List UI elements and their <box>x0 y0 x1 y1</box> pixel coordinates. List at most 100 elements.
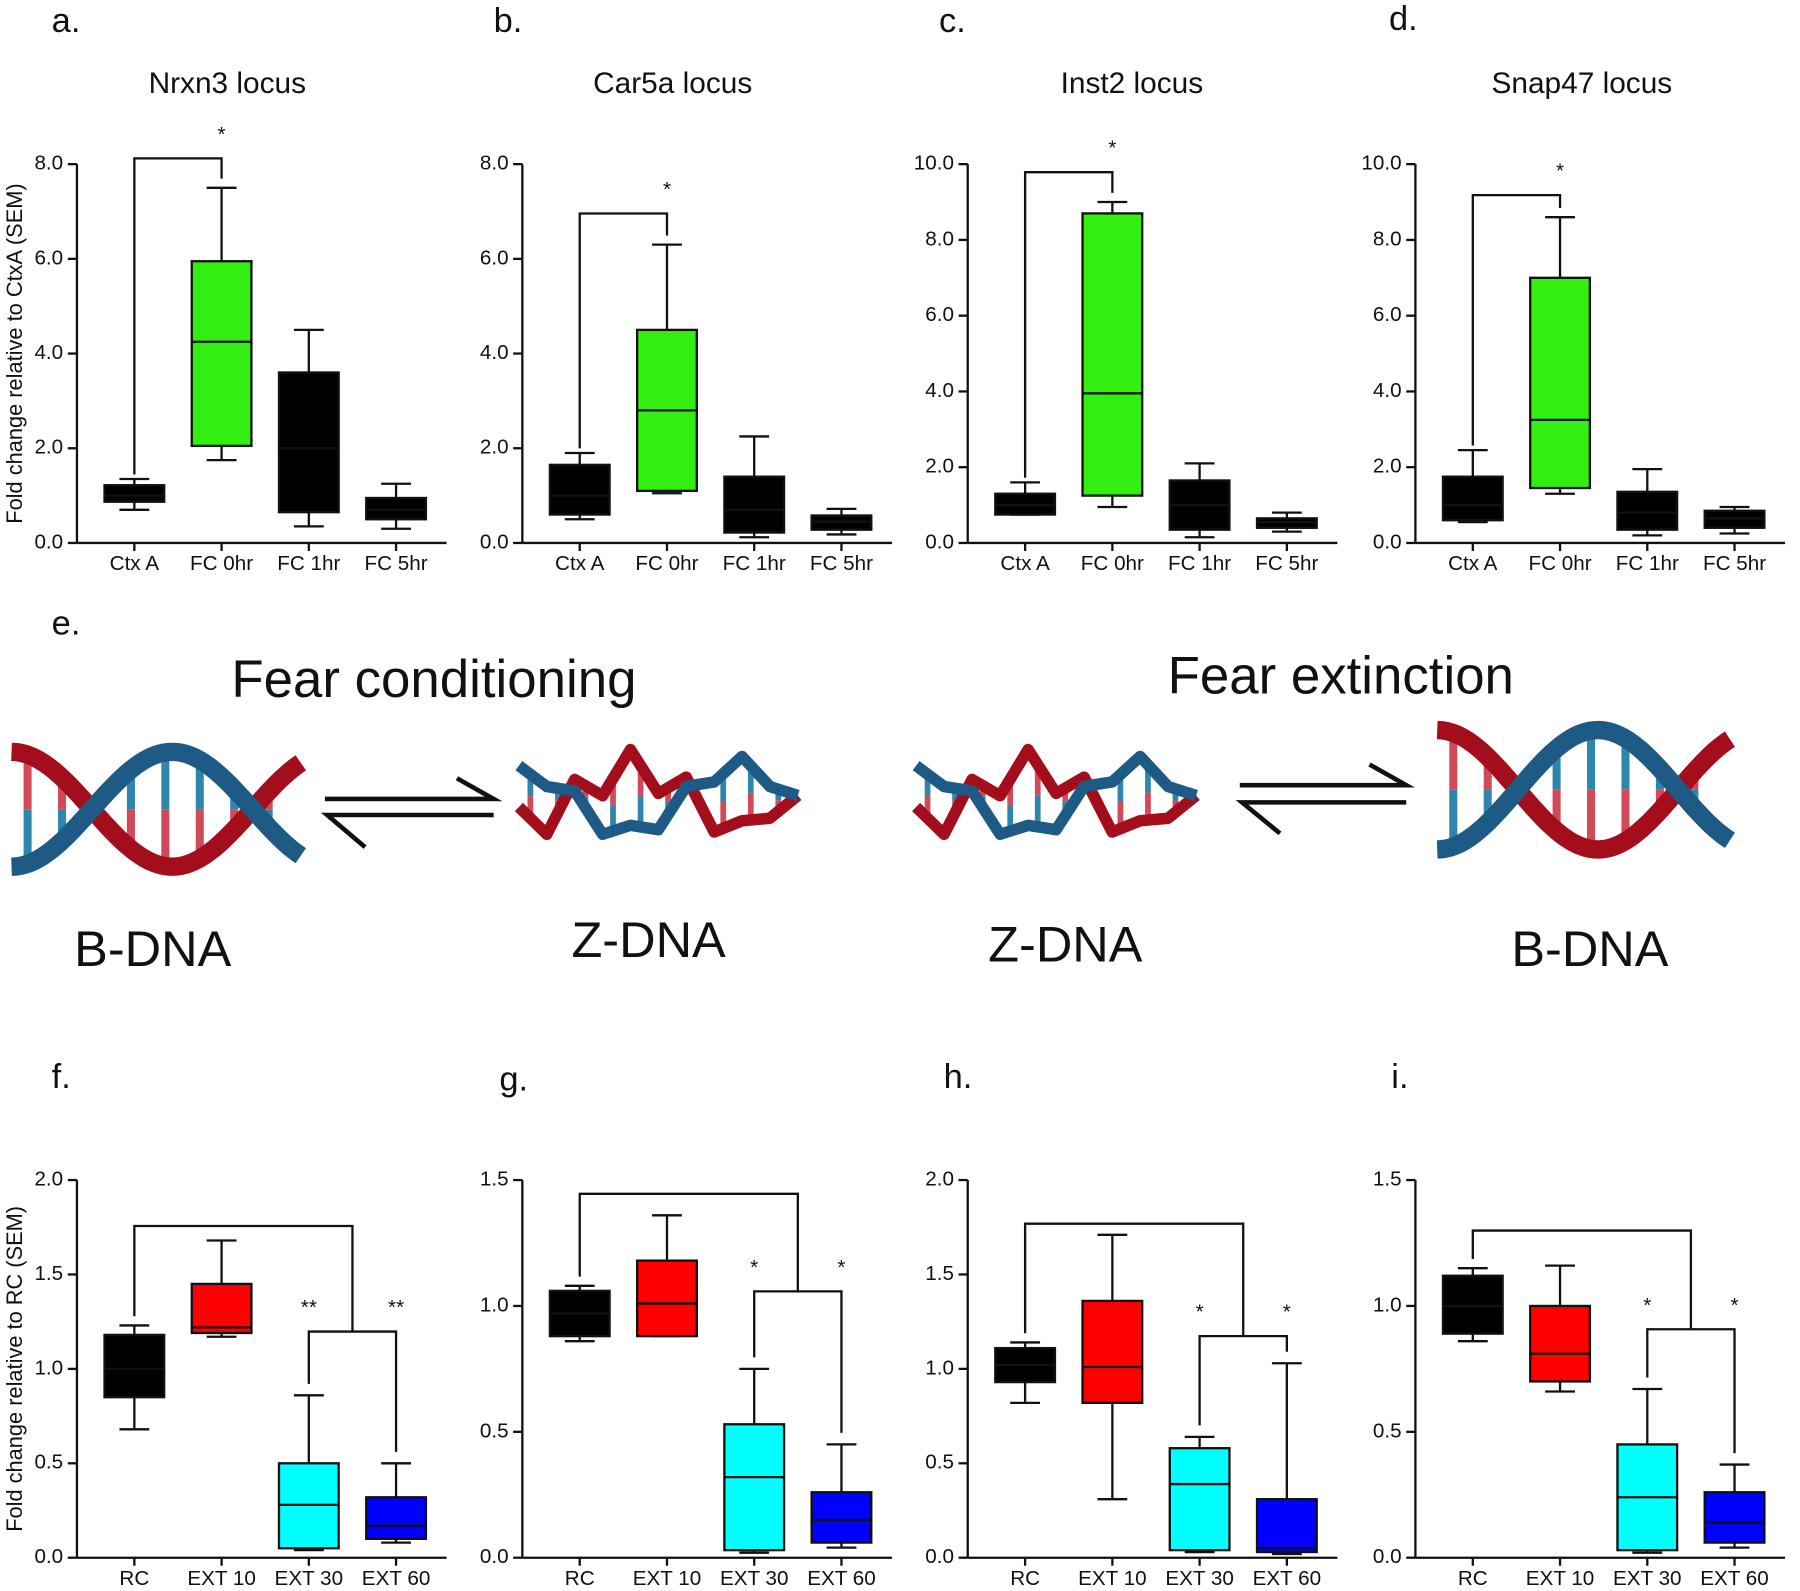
chart: d. Snap47 locus 0.0 2.0 4.0 6.0 8.0 10.0 Ctx A FC… <box>1361 0 1786 575</box>
x-tick-label: EXT 60 <box>1700 1567 1769 1590</box>
strand <box>912 750 1198 841</box>
box <box>1081 212 1144 497</box>
strand <box>515 750 800 841</box>
chart: g. 0.0 0.5 1.0 1.5 RC EXT 10 EXT 30 EXT 60 * * <box>480 1060 892 1590</box>
significance-star: * <box>1556 160 1564 183</box>
y-tick-label: 2.0 <box>34 436 63 459</box>
strand <box>514 743 802 841</box>
y-tick-label: 2.0 <box>480 436 509 459</box>
significance-bracket <box>753 1290 843 1433</box>
y-tick-label: 1.5 <box>34 1262 63 1285</box>
x-tick-label: FC 1hr <box>1616 552 1679 575</box>
y-tick-label: 4.0 <box>480 341 509 364</box>
y-tick-label: 2.0 <box>925 1168 954 1191</box>
significance-bracket <box>1646 1328 1736 1454</box>
y-tick-label: 1.5 <box>480 1168 509 1191</box>
box <box>190 1282 253 1335</box>
significance-star: * <box>750 1256 758 1279</box>
x-tick-label: EXT 10 <box>1526 1567 1595 1590</box>
significance-bracket <box>1023 1222 1245 1337</box>
y-axis-label: Fold change relative to CtxA (SEM) <box>2 183 27 523</box>
x-tick-label: EXT 30 <box>720 1567 789 1590</box>
y-tick-label: 2.0 <box>925 455 954 478</box>
y-tick-label: 0.0 <box>1373 530 1402 553</box>
x-tick-label: RC <box>1458 1567 1488 1590</box>
significance-bracket <box>1471 193 1562 446</box>
y-tick-label: 0.0 <box>480 1545 509 1568</box>
equilibrium-arrow <box>320 762 1415 849</box>
x-tick-label: RC <box>119 1567 149 1590</box>
chart-title: Nrxn3 locus <box>149 67 307 100</box>
panel-label: e. <box>52 605 81 643</box>
x-tick-label: FC 0hr <box>635 552 698 575</box>
chart: i. 0.0 0.5 1.0 1.5 RC EXT 10 EXT 30 EXT 60 * * <box>1373 1058 1786 1590</box>
x-tick-label: Ctx A <box>555 552 605 575</box>
diagram-title: Fear extinction <box>1168 647 1514 706</box>
y-tick-label: 6.0 <box>1373 303 1402 326</box>
significance-star: * <box>663 178 671 201</box>
y-tick-label: 8.0 <box>925 227 954 250</box>
y-tick-label: 0.5 <box>34 1451 63 1474</box>
box <box>190 260 253 448</box>
x-tick-label: EXT 60 <box>362 1567 431 1590</box>
box <box>1616 490 1679 531</box>
significance-star: * <box>1283 1301 1291 1324</box>
x-tick-label: RC <box>1010 1567 1040 1590</box>
y-tick-label: 8.0 <box>1373 227 1402 250</box>
x-tick-label: EXT 60 <box>807 1567 876 1590</box>
y-tick-label: 10.0 <box>914 152 954 175</box>
box <box>1168 1447 1231 1552</box>
y-tick-label: 6.0 <box>480 246 509 269</box>
y-tick-label: 0.5 <box>480 1419 509 1442</box>
box <box>103 484 166 503</box>
x-tick-label: FC 0hr <box>190 552 253 575</box>
z-dna <box>912 743 1200 841</box>
significance-bracket <box>1023 171 1114 478</box>
dna-label: Z-DNA <box>988 916 1143 973</box>
panel-label: a. <box>52 2 81 40</box>
significance-bracket <box>1471 1229 1693 1330</box>
y-tick-label: 0.0 <box>1373 1545 1402 1568</box>
strand <box>912 743 1200 841</box>
y-tick-label: 6.0 <box>925 303 954 326</box>
y-tick-label: 1.0 <box>925 1356 954 1379</box>
y-tick-label: 0.0 <box>34 1545 63 1568</box>
significance-star: * <box>1196 1301 1204 1324</box>
box <box>1529 276 1592 490</box>
y-tick-label: 8.0 <box>34 152 63 175</box>
significance-star: * <box>837 1256 845 1279</box>
y-tick-label: 1.5 <box>925 1262 954 1285</box>
box <box>1703 1491 1766 1544</box>
arrow-back <box>320 812 494 849</box>
x-tick-label: Ctx A <box>1448 552 1498 575</box>
significance-bracket <box>1198 1335 1288 1426</box>
box <box>1441 1274 1504 1335</box>
box <box>103 1333 166 1399</box>
box <box>365 1496 428 1540</box>
y-tick-label: 1.0 <box>34 1356 63 1379</box>
y-tick-label: 1.0 <box>1373 1293 1402 1316</box>
arrow-forward <box>1239 762 1415 788</box>
y-axis-label: Fold change relative to RC (SEM) <box>2 1206 27 1532</box>
y-tick-label: 1.5 <box>1373 1168 1402 1191</box>
panel-label: d. <box>1389 0 1418 38</box>
x-tick-label: EXT 10 <box>187 1567 256 1590</box>
significance-star: * <box>1643 1294 1651 1317</box>
box <box>548 463 611 516</box>
chart: h. 0.0 0.5 1.0 1.5 2.0 RC EXT 10 EXT 30 EXT 60 * * <box>925 1058 1338 1590</box>
x-tick-label: FC 1hr <box>1168 552 1231 575</box>
dna-label: B-DNA <box>74 920 231 977</box>
chart: b. Car5a locus 0.0 2.0 4.0 6.0 8.0 Ctx A FC 0hr F… <box>480 2 892 575</box>
x-tick-label: Ctx A <box>1000 552 1050 575</box>
y-tick-label: 10.0 <box>1361 152 1401 175</box>
box <box>723 1423 786 1552</box>
significance-bracket <box>578 212 669 449</box>
x-tick-label: EXT 60 <box>1253 1567 1322 1590</box>
panel-label: c. <box>939 2 966 40</box>
significance-bracket <box>133 157 223 475</box>
arrow-forward <box>324 776 503 802</box>
chart-title: Inst2 locus <box>1061 67 1204 100</box>
y-tick-label: 0.5 <box>1373 1419 1402 1442</box>
